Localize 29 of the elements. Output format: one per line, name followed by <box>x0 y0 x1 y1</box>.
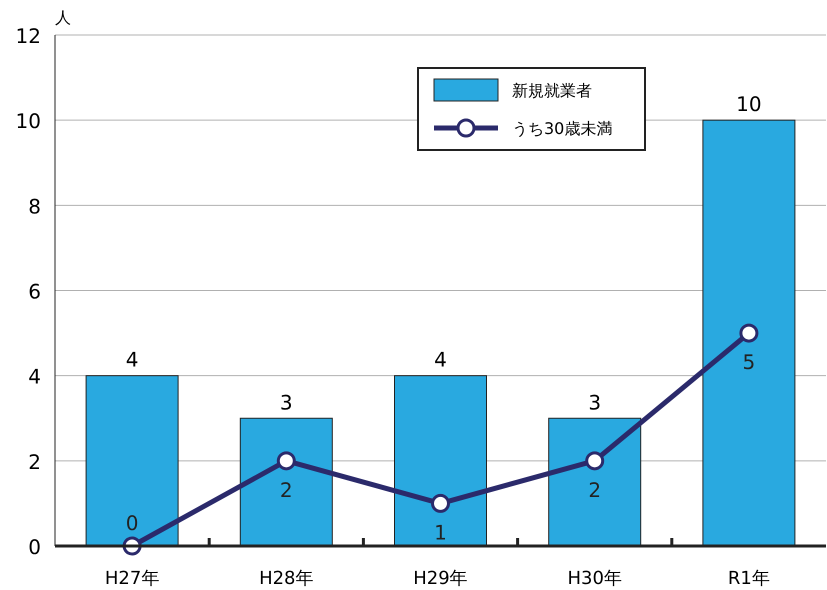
data-label: 3 <box>588 390 602 414</box>
data-label: 4 <box>126 348 138 372</box>
data-label: 2 <box>280 478 293 502</box>
y-tick-label: 0 <box>28 535 41 559</box>
x-tick-label: R1年 <box>728 568 770 589</box>
data-label: 0 <box>126 511 138 535</box>
x-tick-label: H30年 <box>567 568 622 589</box>
y-tick-label: 6 <box>28 280 41 304</box>
y-tick-label: 2 <box>28 450 41 474</box>
point <box>431 494 450 513</box>
x-tick-label: H27年 <box>104 568 160 589</box>
y-tick-label: 4 <box>28 364 41 389</box>
legend-label: 新規就業者 <box>512 81 592 100</box>
point <box>276 451 296 470</box>
data-label: 3 <box>280 390 293 414</box>
y-tick-label: 10 <box>16 109 41 134</box>
legend-label: うち30歳未満 <box>512 119 612 138</box>
y-tick-label: 12 <box>16 24 41 48</box>
x-tick-label: H28年 <box>259 568 314 589</box>
point <box>585 451 604 470</box>
data-label: 1 <box>434 520 447 544</box>
y-tick-label: 8 <box>28 194 41 218</box>
x-tick-label: H29年 <box>413 568 468 589</box>
point <box>739 324 758 343</box>
y-axis-title: 人 <box>55 8 71 27</box>
data-label: 4 <box>434 348 447 372</box>
data-label: 10 <box>736 92 762 116</box>
data-label: 5 <box>742 350 756 374</box>
data-label: 2 <box>588 478 602 502</box>
